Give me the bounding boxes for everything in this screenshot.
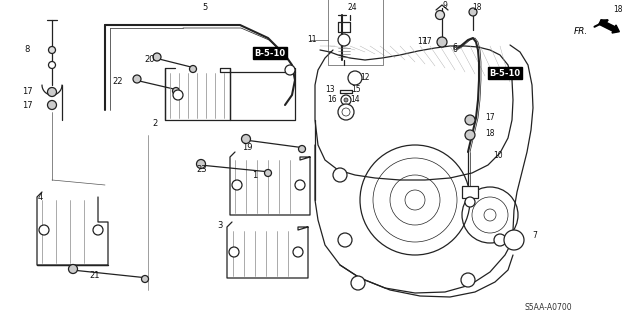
Circle shape — [341, 95, 351, 105]
Circle shape — [196, 160, 205, 168]
Circle shape — [141, 276, 148, 283]
Text: 16: 16 — [327, 95, 337, 105]
Circle shape — [47, 87, 56, 97]
Text: 21: 21 — [90, 271, 100, 279]
Text: 6: 6 — [452, 46, 458, 55]
Circle shape — [465, 130, 475, 140]
Text: 24: 24 — [347, 4, 357, 12]
Text: 9: 9 — [443, 2, 447, 11]
Circle shape — [338, 34, 350, 46]
Text: 11: 11 — [307, 35, 317, 44]
Circle shape — [437, 37, 447, 47]
Bar — [328, 0, 383, 65]
Circle shape — [465, 197, 475, 207]
FancyArrow shape — [599, 20, 620, 33]
Circle shape — [465, 115, 475, 125]
Circle shape — [68, 264, 77, 273]
Text: 18: 18 — [613, 4, 623, 13]
Circle shape — [49, 62, 56, 69]
Text: B-5-10: B-5-10 — [255, 48, 285, 57]
Text: 14: 14 — [350, 95, 360, 105]
Text: 19: 19 — [242, 144, 252, 152]
Text: 5: 5 — [202, 3, 207, 11]
Text: 3: 3 — [218, 220, 223, 229]
Text: 17: 17 — [422, 38, 432, 47]
Text: B-5-10: B-5-10 — [255, 48, 285, 57]
Circle shape — [173, 90, 183, 100]
Circle shape — [153, 53, 161, 61]
Text: 6: 6 — [452, 43, 458, 53]
Circle shape — [173, 87, 179, 94]
Text: 4: 4 — [37, 194, 43, 203]
Bar — [462, 186, 478, 198]
Text: 17: 17 — [417, 38, 427, 47]
Text: 10: 10 — [493, 151, 503, 160]
Circle shape — [461, 273, 475, 287]
Circle shape — [348, 71, 362, 85]
Text: 23: 23 — [196, 166, 207, 174]
Circle shape — [232, 180, 242, 190]
Circle shape — [338, 104, 354, 120]
Circle shape — [435, 11, 445, 19]
Text: 17: 17 — [22, 100, 32, 109]
Text: 13: 13 — [325, 85, 335, 94]
Circle shape — [293, 247, 303, 257]
Text: S5AA-A0700: S5AA-A0700 — [524, 302, 572, 311]
Circle shape — [189, 65, 196, 72]
Circle shape — [338, 233, 352, 247]
Text: 7: 7 — [532, 231, 538, 240]
Circle shape — [298, 145, 305, 152]
Circle shape — [39, 225, 49, 235]
Text: B-5-10: B-5-10 — [490, 69, 520, 78]
Text: 1: 1 — [252, 170, 258, 180]
Circle shape — [229, 247, 239, 257]
Text: 20: 20 — [145, 56, 156, 64]
Text: 15: 15 — [351, 85, 361, 94]
Circle shape — [133, 75, 141, 83]
Text: FR.: FR. — [573, 27, 588, 36]
Text: 8: 8 — [24, 46, 29, 55]
Circle shape — [47, 100, 56, 109]
Circle shape — [494, 234, 506, 246]
Circle shape — [342, 108, 350, 116]
Text: 22: 22 — [113, 78, 124, 86]
Text: 17: 17 — [485, 114, 495, 122]
Circle shape — [49, 47, 56, 54]
Circle shape — [264, 169, 271, 176]
Text: 18: 18 — [485, 129, 495, 137]
Circle shape — [333, 168, 347, 182]
Circle shape — [241, 135, 250, 144]
Circle shape — [93, 225, 103, 235]
Text: 2: 2 — [152, 118, 157, 128]
Text: B-5-10: B-5-10 — [490, 69, 520, 78]
Circle shape — [351, 276, 365, 290]
Circle shape — [504, 230, 524, 250]
Text: 12: 12 — [360, 72, 370, 81]
Text: 18: 18 — [472, 4, 482, 12]
Circle shape — [295, 180, 305, 190]
Text: 17: 17 — [22, 87, 32, 97]
Circle shape — [285, 65, 295, 75]
Circle shape — [344, 98, 348, 102]
Circle shape — [469, 8, 477, 16]
